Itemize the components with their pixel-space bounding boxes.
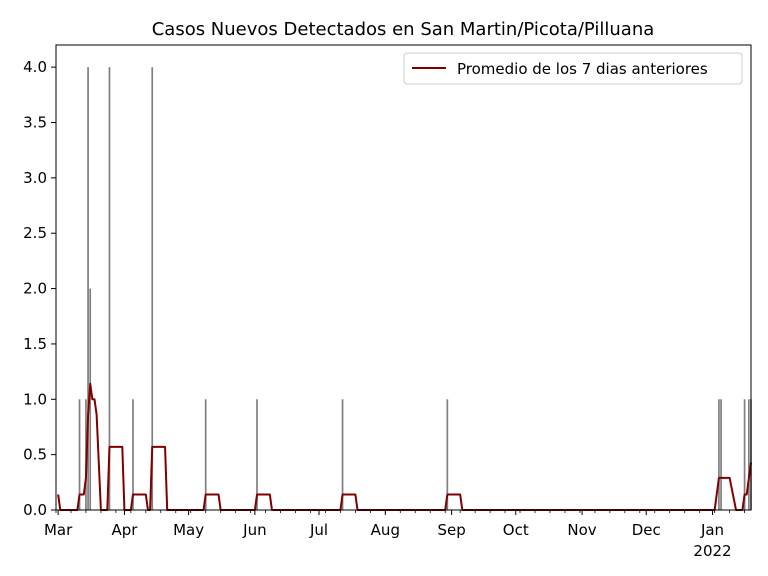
axes-layer [55, 44, 752, 511]
x-tick-label: Mar [44, 521, 73, 539]
x-tick-sublabel: 2022 [693, 542, 731, 560]
y-tick-label: 3.0 [23, 169, 47, 187]
y-tick-label: 0.5 [23, 446, 47, 464]
bar-2021-03-25 [108, 67, 111, 511]
x-tick-label: Apr [111, 521, 138, 539]
bar-2022-01-05 [720, 399, 722, 510]
bar-2022-01-04 [718, 399, 720, 510]
x-tick-label: May [173, 521, 204, 539]
bar-2021-03-15 [87, 67, 89, 511]
x-tick-label: Jul [309, 521, 328, 539]
legend: Promedio de los 7 dias anteriores [403, 52, 743, 85]
bar-2021-03-16 [89, 288, 92, 510]
legend-frame [403, 52, 743, 85]
bar-2021-07-12 [341, 399, 344, 510]
bar-2021-04-05 [132, 399, 134, 510]
bar-2022-01-18 [748, 399, 750, 510]
y-tick-label: 1.0 [23, 390, 47, 408]
y-tick-label: 3.5 [23, 114, 47, 132]
x-tick-label: Jun [242, 521, 266, 539]
bars-layer [78, 67, 752, 511]
y-tick-label: 0.0 [23, 501, 47, 519]
bar-2021-06-02 [256, 399, 258, 510]
y-tick-label: 2.0 [23, 280, 47, 298]
x-tick-label: Jan [700, 521, 724, 539]
y-tick-label: 1.5 [23, 335, 47, 353]
x-tick-label: Dec [632, 521, 661, 539]
chart-title: Casos Nuevos Detectados en San Martin/Pi… [152, 19, 655, 40]
series-line-0 [57, 382, 752, 511]
legend-label: Promedio de los 7 dias anteriores [457, 60, 708, 78]
y-tick-label: 2.5 [23, 224, 47, 242]
bar-2021-08-30 [446, 399, 449, 510]
y-tick-label: 4.0 [23, 58, 47, 76]
plot-frame [55, 44, 752, 511]
x-tick-label: Sep [437, 521, 465, 539]
bar-2021-05-09 [204, 399, 207, 510]
x-tick-label: Aug [371, 521, 400, 539]
ticks-layer: 0.0 0.5 1.0 1.5 2.0 2.5 3.0 3.5 4.0 Mar Apr May Jun J… [23, 58, 745, 560]
bar-2022-01-16 [743, 399, 746, 510]
line-layer [57, 382, 752, 511]
bar-2021-04-14 [151, 67, 154, 511]
bar-2021-03-11 [78, 399, 81, 510]
x-tick-label: Oct [503, 521, 529, 539]
x-tick-label: Nov [567, 521, 596, 539]
